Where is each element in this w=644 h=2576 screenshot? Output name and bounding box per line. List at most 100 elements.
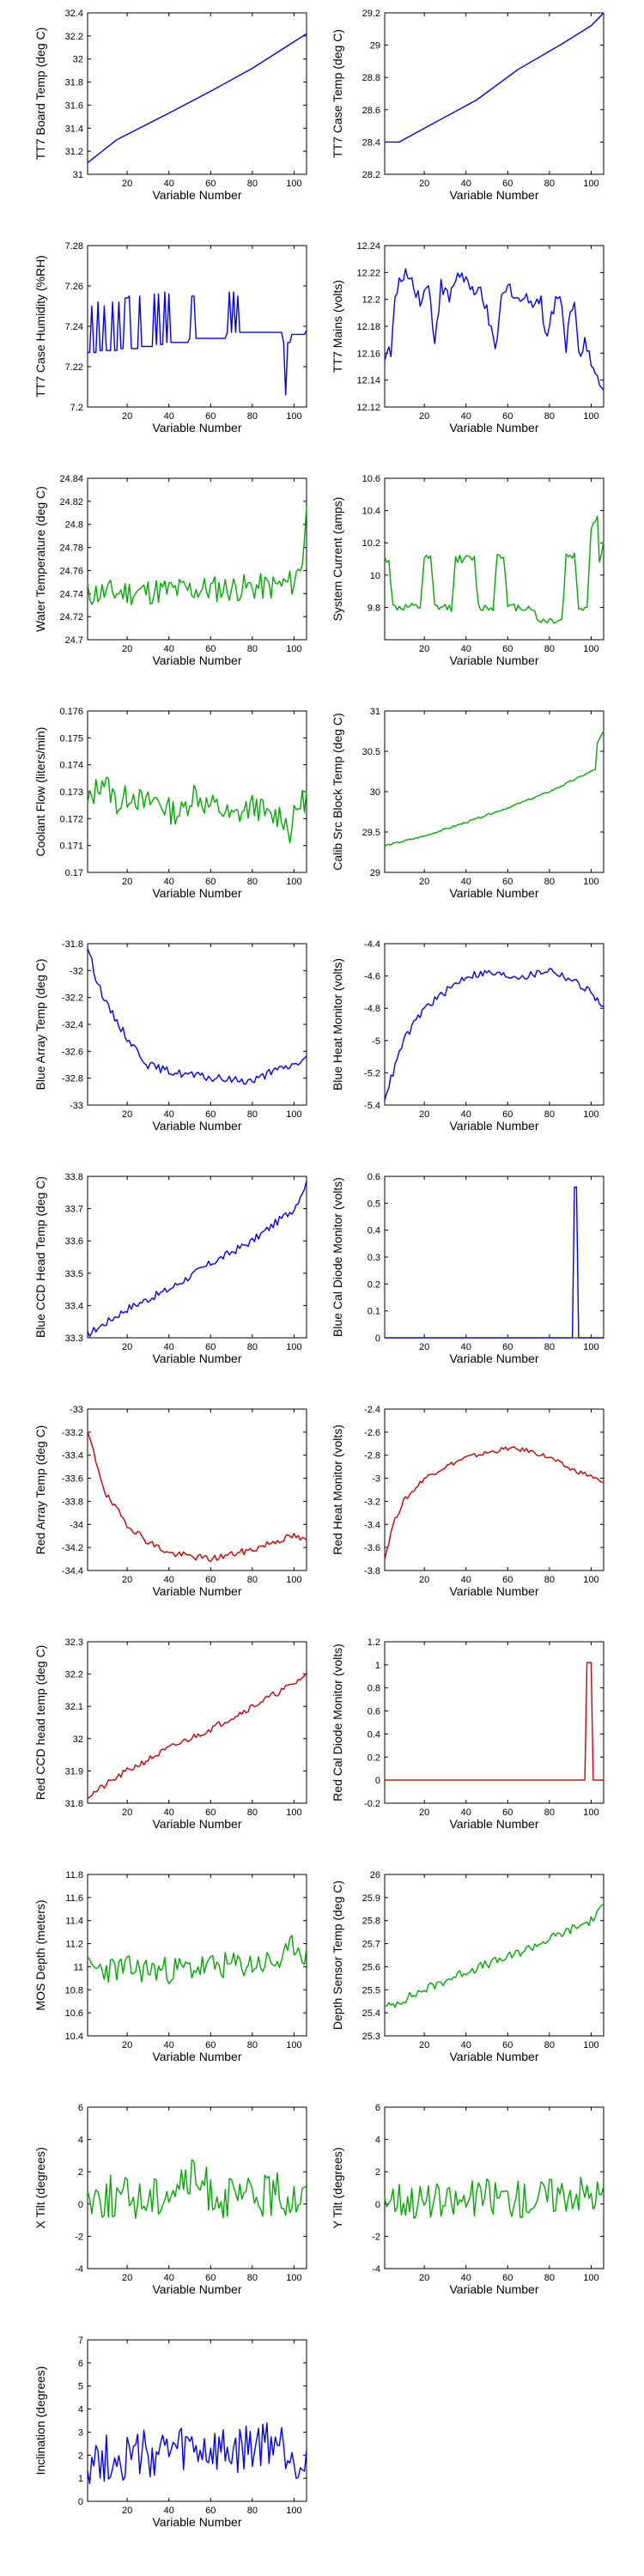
series-line: [384, 515, 605, 624]
y-tick-label: -4.4: [364, 939, 380, 950]
x-tick-label: 80: [247, 1109, 258, 1120]
y-tick-label: 33.6: [65, 1236, 83, 1247]
y-tick-label: 6: [78, 2103, 83, 2113]
y-tick-label: 28.4: [362, 137, 380, 148]
y-tick-label: -33.6: [62, 1474, 83, 1485]
x-tick-label: 20: [122, 411, 132, 422]
x-axis-label: Variable Number: [152, 188, 241, 202]
y-tick-label: -3.4: [364, 1520, 380, 1530]
y-tick-label: -4: [75, 2264, 83, 2275]
y-tick-label: 31.4: [65, 124, 83, 134]
plot-frame: [87, 1641, 307, 1804]
plot-frame: [87, 2339, 307, 2502]
y-tick-label: 24.74: [59, 589, 83, 599]
x-tick-label: 40: [461, 411, 471, 422]
series-line: [87, 1935, 307, 1984]
x-tick-label: 80: [247, 179, 258, 189]
chart-panel: 25.3 25.4 25.5 25.6 25.7 25.8 25.9 26 20 40 60 80 10…: [331, 1870, 605, 2063]
y-tick-label: 1: [375, 1661, 380, 1671]
y-tick-label: 31.8: [65, 1799, 83, 1809]
plot-frame: [384, 1641, 605, 1804]
y-tick-label: 25.4: [362, 2008, 380, 2019]
x-axis-label: Variable Number: [449, 188, 538, 202]
x-axis-label: Variable Number: [449, 1352, 538, 1365]
x-axis-label: Variable Number: [152, 1817, 241, 1831]
x-tick-label: 60: [205, 1342, 216, 1352]
y-tick-label: 0.176: [59, 707, 83, 717]
plot-frame: [87, 1176, 307, 1339]
chart-panel: 31.8 31.9 32 32.1 32.2 32.3 20 40 60 80 100 Variabl…: [33, 1637, 307, 1831]
chart-panel: -3.8 -3.6 -3.4 -3.2 -3 -2.8 -2.6 -2.4 20 40 60 80 10…: [331, 1405, 605, 1598]
x-tick-label: 80: [544, 179, 555, 189]
y-tick-label: -5.2: [364, 1068, 380, 1078]
chart-panel: 10.4 10.6 10.8 11 11.2 11.4 11.6 11.8 20 40 60 80 10…: [33, 1870, 307, 2063]
x-tick-label: 100: [286, 411, 301, 422]
y-tick-label: 25.9: [362, 1893, 380, 1904]
y-axis-label: Blue CCD Head Temp (deg C): [33, 1176, 47, 1338]
y-tick-label: 5: [78, 2382, 83, 2392]
x-axis-label: Variable Number: [449, 1817, 538, 1831]
x-tick-label: 20: [419, 644, 429, 654]
chart-panel: 7.2 7.22 7.24 7.26 7.28 20 40 60 80 100 Variable N…: [33, 241, 307, 434]
y-tick-label: 0.172: [59, 814, 83, 824]
x-axis-label: Variable Number: [152, 2050, 241, 2063]
y-tick-label: 0: [78, 2497, 83, 2507]
x-tick-label: 20: [419, 2040, 429, 2050]
x-tick-label: 80: [247, 2273, 258, 2283]
y-tick-label: 12.12: [356, 403, 380, 413]
chart-panel: -4 -2 0 2 4 6 20 40 60 80 100 Variable Number Y Tilt…: [331, 2103, 605, 2296]
x-tick-label: 80: [544, 1575, 555, 1585]
x-tick-label: 40: [461, 1575, 471, 1585]
series-line: [87, 1672, 307, 1799]
y-axis-label: TT7 Board Temp (deg C): [33, 27, 47, 161]
x-tick-label: 100: [583, 1109, 598, 1120]
x-tick-label: 80: [247, 877, 258, 887]
y-tick-label: 25.7: [362, 1940, 380, 1950]
y-tick-label: -3.2: [364, 1497, 380, 1507]
y-tick-label: 31.2: [65, 147, 83, 157]
y-tick-label: 7: [78, 2336, 83, 2346]
x-tick-label: 40: [461, 877, 471, 887]
x-tick-label: 20: [419, 1807, 429, 1818]
x-tick-label: 20: [122, 1807, 132, 1818]
x-tick-label: 60: [502, 644, 513, 654]
y-tick-label: -0.2: [364, 1799, 380, 1809]
y-tick-label: 11.6: [65, 1893, 83, 1904]
plot-frame: [87, 1874, 307, 2037]
y-tick-label: -34.4: [62, 1566, 83, 1577]
y-tick-label: 28.8: [362, 73, 380, 83]
y-axis-label: Blue Heat Monitor (volts): [331, 958, 344, 1091]
series-line: [384, 2177, 605, 2220]
y-tick-label: 28.6: [362, 106, 380, 116]
x-tick-label: 60: [205, 1807, 216, 1818]
x-axis-label: Variable Number: [152, 653, 241, 667]
x-tick-label: 60: [205, 2506, 216, 2516]
y-tick-label: 2: [78, 2451, 83, 2461]
x-tick-label: 20: [419, 877, 429, 887]
x-tick-label: 40: [164, 2273, 174, 2283]
y-tick-label: 29.2: [362, 9, 380, 19]
x-tick-label: 40: [461, 179, 471, 189]
chart-panel: 0 0.1 0.2 0.3 0.4 0.5 0.6 20 40 60 80 100 Variable N…: [331, 1172, 605, 1365]
x-tick-label: 100: [583, 411, 598, 422]
y-axis-label: Blue Array Temp (deg C): [33, 958, 47, 1090]
x-tick-label: 100: [286, 2040, 301, 2050]
x-tick-label: 20: [419, 2273, 429, 2283]
y-tick-label: 29: [370, 868, 380, 878]
x-tick-label: 60: [502, 2040, 513, 2050]
y-tick-label: 0: [375, 1776, 380, 1786]
y-tick-label: 0.6: [368, 1172, 380, 1182]
y-tick-label: 10.6: [65, 2008, 83, 2019]
y-tick-label: 31: [370, 707, 380, 717]
y-tick-label: -3.6: [364, 1543, 380, 1553]
x-tick-label: 60: [205, 1109, 216, 1120]
x-axis-label: Variable Number: [152, 1352, 241, 1365]
plot-frame: [384, 1874, 605, 2037]
y-tick-label: 0: [78, 2200, 83, 2210]
y-tick-label: 10.4: [65, 2032, 83, 2042]
y-tick-label: 24.7: [65, 635, 83, 646]
plot-frame: [384, 943, 605, 1106]
x-tick-label: 20: [122, 1342, 132, 1352]
series-line: [384, 268, 605, 391]
